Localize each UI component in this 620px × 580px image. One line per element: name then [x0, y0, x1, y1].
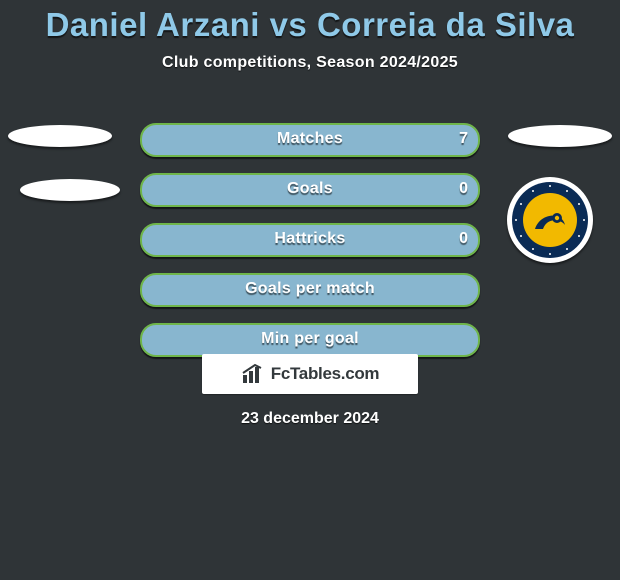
- mariners-logo-icon: [507, 177, 593, 263]
- left-player-ellipse-1: [8, 125, 112, 147]
- stat-label: Goals: [142, 180, 478, 198]
- stat-right-value: 0: [459, 180, 468, 198]
- right-player-ellipse-1: [508, 125, 612, 147]
- stat-bar-matches: Matches 7: [140, 123, 480, 157]
- fctables-label: FcTables.com: [271, 364, 380, 384]
- barchart-icon: [241, 363, 267, 385]
- stat-label: Min per goal: [142, 330, 478, 348]
- page-subtitle: Club competitions, Season 2024/2025: [0, 54, 620, 72]
- stat-bar-minpergoal: Min per goal: [140, 323, 480, 357]
- footer-date: 23 december 2024: [0, 410, 620, 428]
- page-title: Daniel Arzani vs Correia da Silva: [0, 0, 620, 44]
- stat-label: Goals per match: [142, 280, 478, 298]
- fctables-badge[interactable]: FcTables.com: [202, 354, 418, 394]
- stat-right-value: 7: [459, 130, 468, 148]
- stat-bars: Matches 7 Goals 0 Hattricks 0 Goals per …: [140, 123, 480, 373]
- stat-bar-goals: Goals 0: [140, 173, 480, 207]
- stat-label: Hattricks: [142, 230, 478, 248]
- stat-bar-goalspermatch: Goals per match: [140, 273, 480, 307]
- stat-bar-hattricks: Hattricks 0: [140, 223, 480, 257]
- club-badge: [507, 177, 593, 263]
- left-player-ellipse-2: [20, 179, 120, 201]
- stat-right-value: 0: [459, 230, 468, 248]
- stat-label: Matches: [142, 130, 478, 148]
